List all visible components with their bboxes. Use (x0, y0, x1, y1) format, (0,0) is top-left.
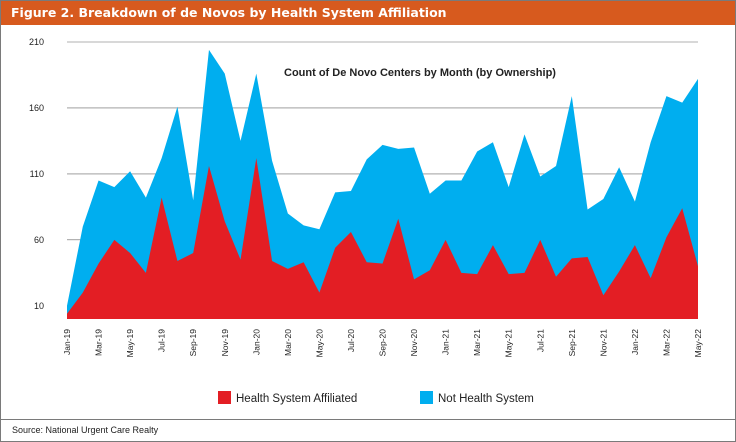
legend-label: Not Health System (438, 393, 534, 405)
x-tick-label: Nov-19 (220, 329, 230, 357)
chart-title: Count of De Novo Centers by Month (by Ow… (284, 67, 556, 79)
x-tick-label: Sep-21 (567, 329, 577, 357)
x-tick-label: Jan-21 (441, 329, 451, 355)
x-tick-label: Mar-21 (472, 329, 482, 356)
x-tick-label: May-19 (125, 329, 135, 358)
x-tick-label: Jan-19 (62, 329, 72, 355)
x-tick-label: Mar-22 (661, 329, 671, 356)
legend-label: Health System Affiliated (236, 393, 357, 405)
stacked-area-chart: 10 60 110 160 210 Jan-19 Mar-19 May-19 Jul-19 Se… (29, 37, 703, 405)
legend: Health System Affiliated Not Health Syste… (218, 391, 534, 405)
x-tick-label: Jul-19 (157, 329, 167, 352)
x-tick-label: Sep-20 (378, 329, 388, 357)
x-tick-label: May-20 (314, 329, 324, 358)
y-tick-label: 210 (29, 37, 44, 47)
x-tick-label: Jul-21 (535, 329, 545, 352)
x-tick-label: May-21 (504, 329, 514, 358)
source-note: Source: National Urgent Care Realty (12, 425, 159, 435)
x-tick-label: Mar-20 (283, 329, 293, 356)
areas (67, 49, 698, 319)
x-tick-label: Nov-20 (409, 329, 419, 357)
area-health-system-affiliated (67, 158, 698, 319)
x-tick-label: Sep-19 (188, 329, 198, 357)
x-tick-label: Jul-20 (346, 329, 356, 352)
x-tick-label: Nov-21 (598, 329, 608, 357)
x-tick-label: Jan-22 (630, 329, 640, 355)
legend-swatch (420, 391, 433, 404)
legend-swatch (218, 391, 231, 404)
y-tick-label: 60 (34, 235, 44, 245)
figure-title: Figure 2. Breakdown of de Novos by Healt… (11, 5, 447, 20)
x-tick-label: Mar-19 (94, 329, 104, 356)
y-tick-label: 10 (34, 301, 44, 311)
figure-header: Figure 2. Breakdown of de Novos by Healt… (1, 1, 735, 25)
y-tick-label: 110 (30, 169, 44, 179)
x-tick-label: May-22 (693, 329, 703, 358)
figure-footer: Source: National Urgent Care Realty (1, 419, 735, 441)
x-axis-ticks: Jan-19 Mar-19 May-19 Jul-19 Sep-19 Nov-19 Jan-… (62, 329, 703, 358)
x-tick-label: Jan-20 (251, 329, 261, 355)
y-tick-label: 160 (29, 103, 44, 113)
y-axis-ticks: 10 60 110 160 210 (29, 37, 44, 311)
